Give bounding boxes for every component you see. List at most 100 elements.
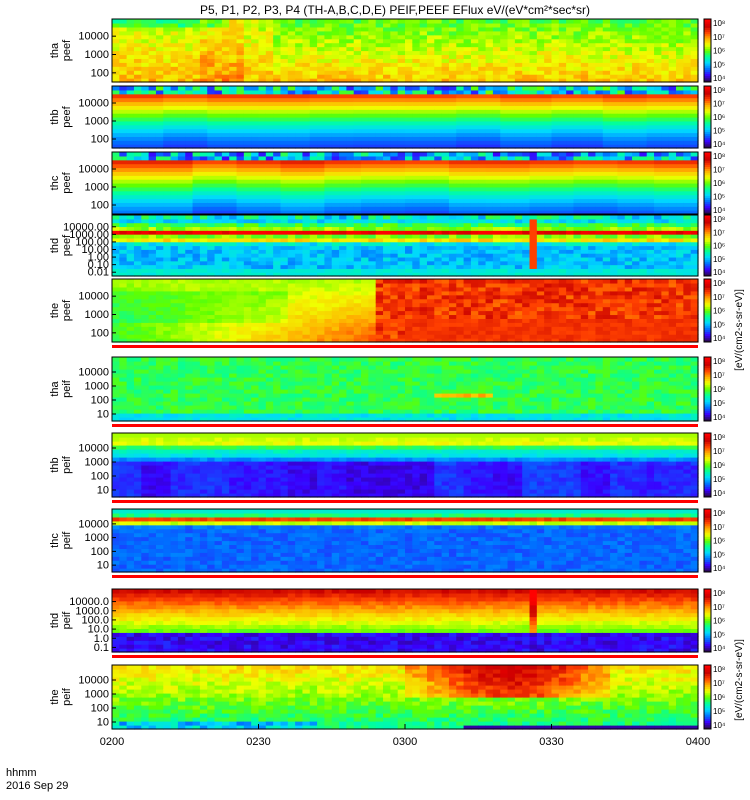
heatmap-cell bbox=[397, 210, 406, 215]
heatmap-cell bbox=[331, 70, 340, 75]
heatmap-cell bbox=[155, 89, 164, 95]
colorbar-segment bbox=[704, 94, 711, 97]
heatmap-cell bbox=[654, 54, 662, 59]
heatmap-cell bbox=[148, 198, 157, 203]
heatmap-cell bbox=[295, 241, 304, 247]
heatmap-cell bbox=[610, 144, 619, 149]
heatmap-cell bbox=[683, 167, 692, 172]
heatmap-cell bbox=[331, 245, 340, 250]
heatmap-cell bbox=[632, 186, 640, 192]
heatmap-cell bbox=[185, 167, 194, 172]
heatmap-cell bbox=[368, 19, 377, 24]
colorbar-segment bbox=[704, 135, 711, 139]
heatmap-cell bbox=[353, 62, 362, 67]
heatmap-cell bbox=[119, 260, 128, 266]
heatmap-cell bbox=[500, 144, 509, 149]
heatmap-cell bbox=[177, 105, 186, 110]
heatmap-cell bbox=[309, 30, 318, 36]
heatmap-cell bbox=[207, 124, 216, 130]
heatmap-cell bbox=[177, 101, 186, 106]
heatmap-cell bbox=[368, 105, 377, 110]
heatmap-cell bbox=[529, 171, 538, 176]
heatmap-cell bbox=[199, 66, 208, 71]
heatmap-cell bbox=[287, 46, 296, 52]
heatmap-cell bbox=[375, 186, 384, 192]
heatmap-cell bbox=[676, 30, 684, 36]
colorbar-segment bbox=[704, 176, 711, 180]
heatmap-cell bbox=[500, 46, 509, 52]
heatmap-cell bbox=[265, 272, 274, 277]
heatmap-cell bbox=[236, 167, 245, 172]
heatmap-cell bbox=[610, 120, 619, 126]
heatmap-cell bbox=[441, 58, 450, 63]
heatmap-cell bbox=[405, 109, 413, 114]
heatmap-cell bbox=[661, 42, 670, 48]
heatmap-cell bbox=[610, 171, 619, 176]
heatmap-cell bbox=[214, 97, 223, 103]
heatmap-cell bbox=[580, 124, 589, 130]
heatmap-cell bbox=[199, 210, 208, 215]
heatmap-cell bbox=[610, 183, 619, 188]
heatmap-cell bbox=[522, 74, 531, 79]
heatmap-cell bbox=[214, 190, 223, 196]
heatmap-cell bbox=[654, 50, 662, 56]
heatmap-cell bbox=[280, 66, 289, 71]
heatmap-cell bbox=[602, 78, 611, 83]
heatmap-cell bbox=[273, 202, 282, 207]
heatmap-cell bbox=[375, 128, 384, 134]
colorbar-segment bbox=[704, 63, 711, 66]
heatmap-cell bbox=[383, 109, 391, 114]
heatmap-cell bbox=[390, 183, 399, 188]
heatmap-cell bbox=[390, 124, 399, 130]
heatmap-cell bbox=[412, 159, 421, 165]
heatmap-cell bbox=[141, 190, 150, 196]
heatmap-cell bbox=[207, 222, 216, 228]
heatmap-cell bbox=[595, 97, 604, 103]
heatmap-cell bbox=[221, 22, 230, 28]
heatmap-cell bbox=[610, 70, 619, 75]
heatmap-cell bbox=[361, 46, 369, 52]
heatmap-cell bbox=[214, 22, 223, 28]
heatmap-cell bbox=[273, 70, 282, 75]
heatmap-cell bbox=[192, 215, 201, 220]
heatmap-cell bbox=[346, 74, 355, 79]
heatmap-cell bbox=[331, 30, 340, 36]
heatmap-cell bbox=[324, 202, 333, 207]
heatmap-cell bbox=[207, 206, 216, 211]
heatmap-cell bbox=[412, 26, 421, 32]
heatmap-cell bbox=[112, 109, 120, 114]
heatmap-cell bbox=[456, 128, 465, 134]
heatmap-cell bbox=[280, 128, 289, 134]
heatmap-cell bbox=[646, 175, 655, 180]
heatmap-cell bbox=[199, 260, 208, 266]
heatmap-cell bbox=[507, 105, 516, 110]
heatmap-cell bbox=[448, 78, 457, 83]
heatmap-cell bbox=[632, 66, 640, 71]
heatmap-cell bbox=[302, 38, 311, 44]
heatmap-cell bbox=[170, 226, 179, 231]
heatmap-cell bbox=[683, 155, 692, 161]
heatmap-cell bbox=[265, 132, 274, 137]
heatmap-cell bbox=[463, 124, 472, 130]
heatmap-cell bbox=[668, 86, 677, 91]
heatmap-cell bbox=[624, 128, 633, 134]
heatmap-cell bbox=[536, 198, 545, 203]
heatmap-cell bbox=[155, 245, 164, 250]
heatmap-cell bbox=[566, 155, 575, 161]
heatmap-cell bbox=[353, 101, 362, 106]
heatmap-cell bbox=[361, 237, 369, 243]
heatmap-cell bbox=[353, 256, 362, 262]
heatmap-cell bbox=[207, 38, 216, 44]
heatmap-cell bbox=[478, 186, 487, 192]
heatmap-cell bbox=[287, 167, 296, 172]
heatmap-cell bbox=[170, 132, 179, 137]
heatmap-cell bbox=[185, 202, 194, 207]
heatmap-cell bbox=[646, 22, 655, 28]
heatmap-cell bbox=[448, 42, 457, 48]
heatmap-cell bbox=[258, 26, 267, 32]
heatmap-cell bbox=[434, 222, 443, 228]
heatmap-cell bbox=[236, 190, 245, 196]
heatmap-cell bbox=[397, 120, 406, 126]
heatmap-cell bbox=[639, 50, 648, 56]
heatmap-cell bbox=[148, 218, 157, 224]
